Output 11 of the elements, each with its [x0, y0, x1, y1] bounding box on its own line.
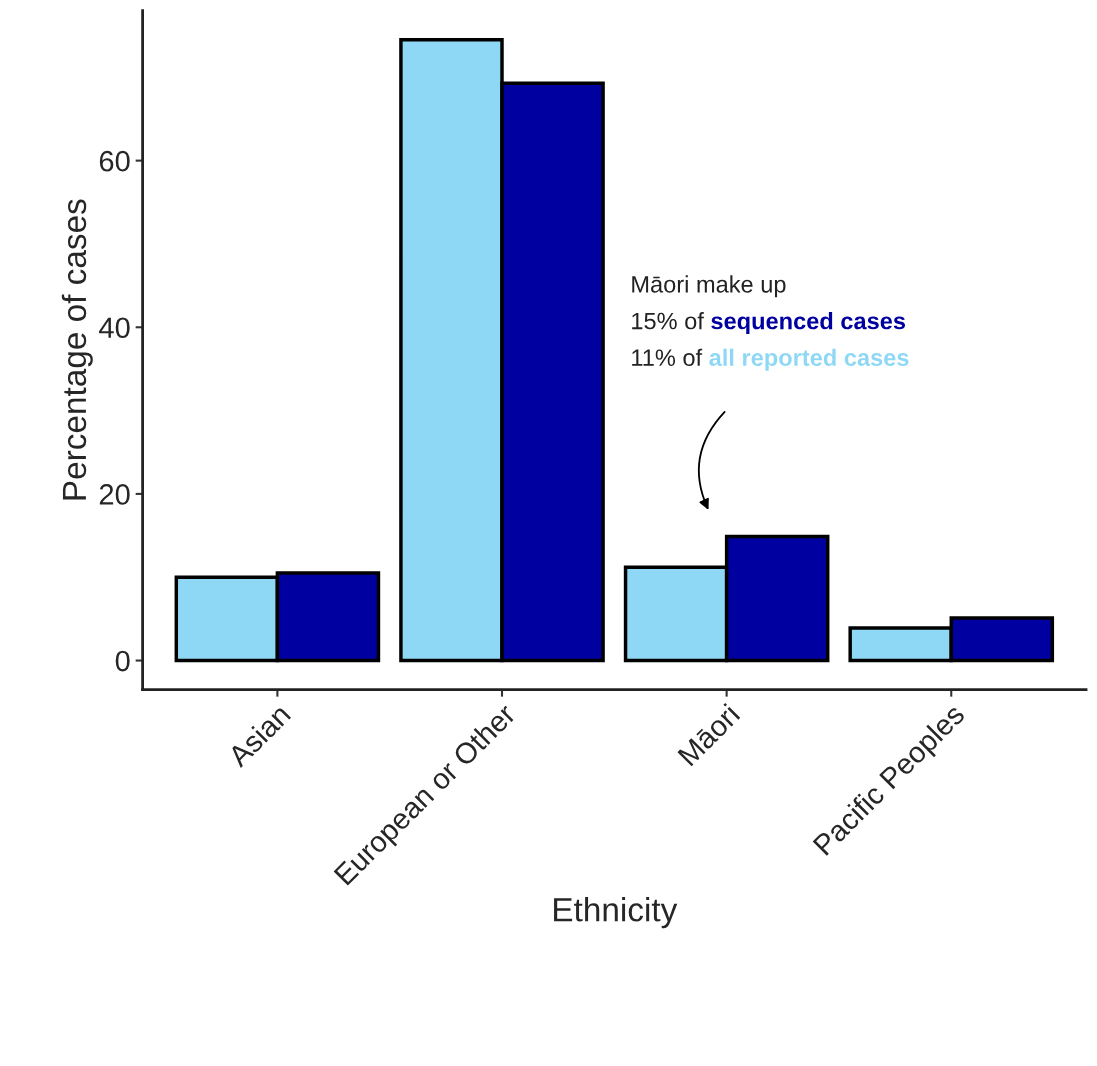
annotation: Māori make up — [632, 275, 786, 298]
y-tick-label: 60 — [99, 150, 130, 172]
annotation: 11% of — [632, 348, 703, 367]
y-tick-label: 20 — [99, 484, 130, 505]
y-tick-label: 0 — [115, 650, 130, 672]
x-axis-title: Ethnicity — [554, 897, 678, 929]
annotation: 15% of — [632, 312, 704, 330]
y-axis-title: Percentage of cases — [61, 199, 93, 500]
y-tick-label: 40 — [99, 317, 130, 339]
text: all reported cases — [709, 348, 909, 371]
text: sequenced cases — [711, 312, 906, 335]
